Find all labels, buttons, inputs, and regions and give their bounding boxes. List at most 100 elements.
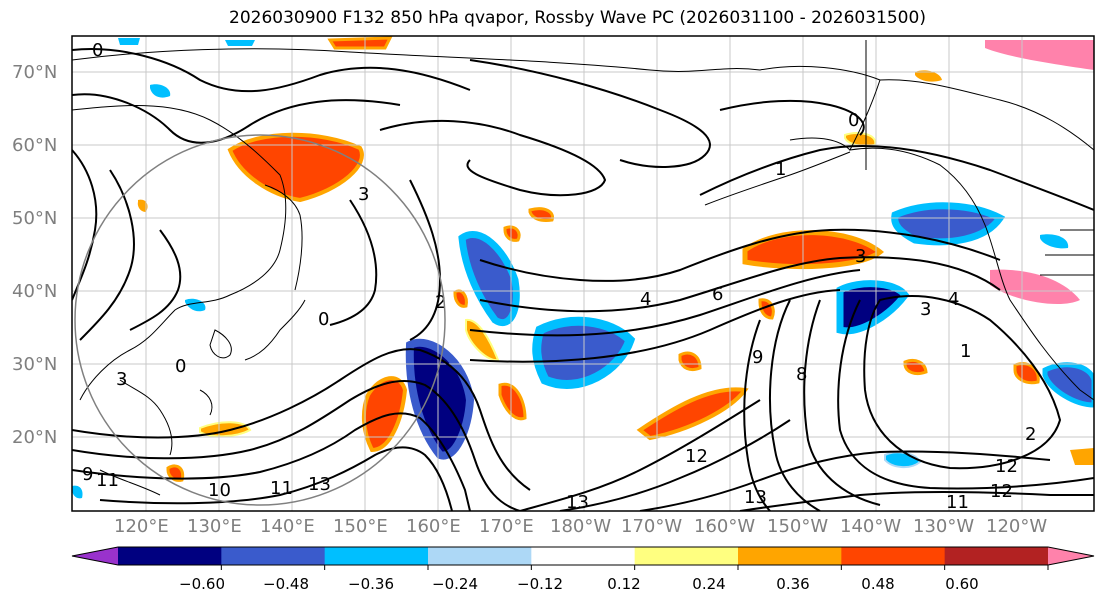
positive-anomaly-shade — [758, 298, 775, 320]
contour-label: 2 — [1025, 424, 1036, 445]
positive-anomaly-shade — [990, 269, 1080, 305]
lat-label: 20°N — [12, 427, 58, 448]
lat-label: 50°N — [12, 208, 58, 229]
contour-label: 4 — [640, 289, 651, 310]
positive-anomaly-shade — [361, 376, 408, 453]
map-title: 2026030900 F132 850 hPa qvapor, Rossby W… — [229, 8, 926, 28]
lon-label: 130°E — [187, 516, 242, 537]
map-frame — [71, 35, 1095, 512]
lat-label: 70°N — [12, 62, 58, 83]
lon-label: 130°W — [913, 516, 975, 537]
contour-label: 11 — [270, 478, 293, 499]
colorbar-segment — [324, 547, 429, 565]
lon-label: 120°W — [986, 516, 1048, 537]
coastlines — [72, 40, 1094, 496]
anomaly-shading — [72, 36, 1094, 499]
positive-anomaly-shade — [453, 289, 468, 308]
contour-label: 13 — [308, 474, 331, 495]
contour-label: 3 — [855, 246, 866, 267]
colorbar-tick-label: −0.36 — [348, 575, 394, 593]
positive-anomaly-shade — [227, 132, 364, 203]
colorbar-segment — [118, 547, 222, 565]
contour-label: 3 — [116, 369, 127, 390]
contour-label: 10 — [208, 480, 231, 501]
positive-anomaly-shade — [503, 225, 521, 242]
colorbar-segment — [841, 547, 946, 565]
lon-label: 140°W — [840, 516, 902, 537]
negative-anomaly-shade — [118, 38, 140, 45]
contour-label: 12 — [990, 481, 1013, 502]
colorbar-segment — [531, 547, 636, 565]
contour-label: 9 — [752, 347, 763, 368]
positive-anomaly-shade — [985, 40, 1094, 70]
negative-anomaly-shade — [225, 40, 255, 46]
lon-label: 140°E — [260, 516, 315, 537]
lon-label: 170°E — [479, 516, 534, 537]
contour-labels: 0 0 1 3 3 0 2 3 4 6 9 8 3 4 1 2 10 11 13… — [82, 40, 1036, 513]
colorbar-segment — [738, 547, 842, 565]
colorbar-extend-min — [72, 547, 118, 565]
contour-label: 8 — [796, 364, 807, 385]
contour-label: 12 — [685, 446, 708, 467]
contour-label: 3 — [920, 299, 931, 320]
lon-label: 150°W — [767, 516, 829, 537]
negative-anomaly-shade — [458, 231, 520, 326]
reference-circle — [74, 134, 446, 506]
negative-anomaly-shade — [150, 84, 171, 98]
colorbar-segment — [944, 547, 1049, 565]
negative-anomaly-shade — [891, 202, 1006, 246]
contour-label: 3 — [358, 184, 369, 205]
negative-anomaly-shade — [185, 298, 206, 312]
contour-label: 6 — [712, 284, 723, 305]
colorbar-tick-label: 0.60 — [945, 575, 979, 593]
colorbar-tick-label: 0.48 — [861, 575, 895, 593]
lon-label: 160°W — [694, 516, 756, 537]
contour-label: 0 — [175, 356, 186, 377]
negative-anomaly-shade — [1042, 362, 1094, 408]
colorbar-segment — [221, 547, 326, 565]
lat-label: 30°N — [12, 354, 58, 375]
graticule — [72, 36, 1094, 511]
contour-label: 0 — [318, 309, 329, 330]
positive-anomaly-shade — [137, 199, 148, 212]
contour-label: 4 — [948, 289, 959, 310]
contour-label: 12 — [995, 456, 1018, 477]
contour-label: 13 — [744, 487, 767, 508]
contour-label: 1 — [960, 341, 971, 362]
positive-anomaly-shade — [166, 464, 185, 482]
lon-label: 150°E — [333, 516, 388, 537]
contour-label: 1 — [775, 159, 786, 180]
colorbar-extend-max — [1048, 547, 1094, 565]
lon-label: 180°W — [550, 516, 612, 537]
contour-label: 13 — [566, 492, 589, 513]
colorbar-segment — [428, 547, 532, 565]
positive-anomaly-shade — [1070, 448, 1094, 465]
negative-anomaly-shade — [1040, 234, 1069, 249]
colorbar-outline — [71, 546, 1095, 566]
colorbar-tick-label: −0.24 — [432, 575, 478, 593]
contour-label: 2 — [435, 292, 446, 313]
colorbar-tick-label: 0.36 — [776, 575, 810, 593]
negative-anomaly-shade — [836, 280, 910, 335]
lon-label: 160°E — [406, 516, 461, 537]
colorbar-tick-label: −0.48 — [263, 575, 309, 593]
contour-label: 11 — [946, 492, 969, 513]
contour-lines — [72, 48, 1094, 511]
contour-label: 9 — [82, 464, 93, 485]
colorbar-tick-label: 0.12 — [607, 575, 641, 593]
colorbar-tick-label: −0.60 — [179, 575, 225, 593]
lon-label: 170°W — [621, 516, 683, 537]
colorbar-tick-label: 0.24 — [692, 575, 726, 593]
contour-label: 0 — [92, 40, 103, 61]
lat-label: 40°N — [12, 281, 58, 302]
colorbar-tick-label: −0.12 — [517, 575, 563, 593]
lon-label: 120°E — [114, 516, 169, 537]
positive-anomaly-shade — [915, 70, 942, 82]
positive-anomaly-shade — [498, 382, 527, 421]
colorbar-segment — [634, 547, 739, 565]
contour-label: 11 — [96, 470, 119, 491]
lat-label: 60°N — [12, 135, 58, 156]
contour-label: 0 — [848, 110, 859, 131]
